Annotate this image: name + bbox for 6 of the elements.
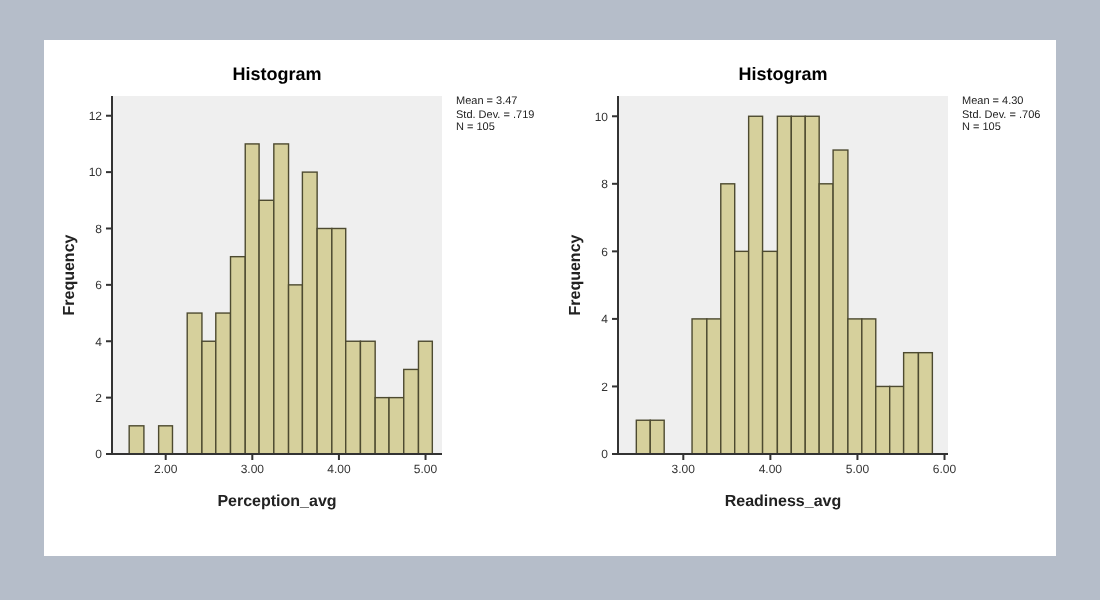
y-axis-title: Frequency: [59, 233, 78, 316]
chart-title: Histogram: [230, 64, 324, 84]
chart-title: Histogram: [736, 64, 830, 84]
x-axis-title: Perception_avg: [217, 492, 337, 510]
x-axis-title: Readiness_avg: [724, 492, 842, 510]
y-axis-title: Frequency: [565, 233, 584, 316]
